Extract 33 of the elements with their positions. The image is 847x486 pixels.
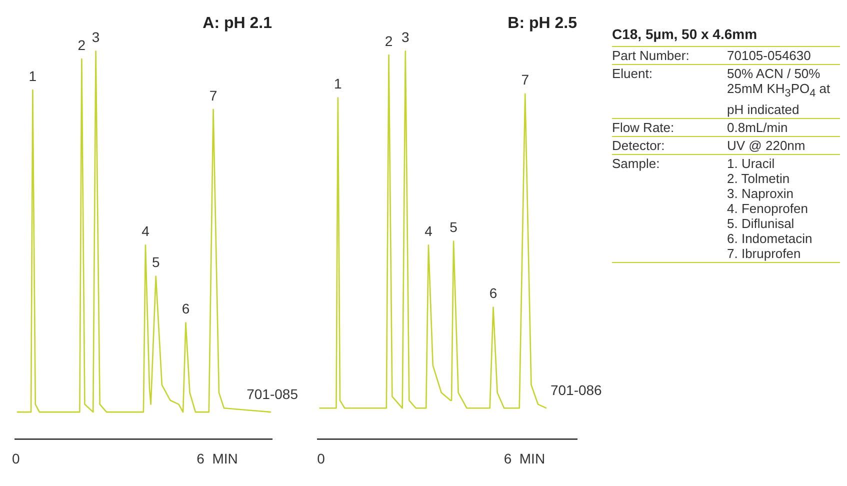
chart-title: A: pH 2.1 (202, 15, 272, 32)
annotation: 2 (384, 32, 393, 49)
x-tick-label: 0 (12, 450, 20, 466)
annotation: 4 (424, 223, 433, 240)
text: 1. Uracil 2. Tolmetin 3. Naproxin 4. Fenoprofen 5. Diflunisal 6. Indometacin 7. Ibruprofen (727, 156, 814, 261)
text: 70105-054630 (727, 48, 812, 63)
text: Detector: (612, 138, 666, 153)
x-tick-label: 6 MIN (504, 450, 546, 466)
text: Eluent: (612, 66, 654, 83)
text: 50% ACN / 50% 25mM KH$_{3}$PO$_{4}$ at pH indicated (727, 66, 830, 117)
text: C18, 5µm, 50 x 4.6mm (612, 26, 758, 42)
annotation: 6 (182, 300, 190, 317)
annotation: 4 (142, 223, 150, 240)
annotation: 7 (521, 72, 530, 88)
annotation: 5 (152, 254, 160, 270)
annotation: 7 (209, 87, 218, 104)
annotation: 1 (334, 76, 342, 92)
x-tick-label: 6 MIN (196, 450, 238, 466)
annotation: 2 (78, 36, 86, 53)
text: UV @ 220nm (727, 138, 806, 153)
annotation: 3 (402, 29, 410, 46)
annotation: 701-085 (246, 386, 298, 402)
annotation: 3 (92, 29, 100, 46)
text: Part Number: (612, 48, 690, 63)
text: Flow Rate: (612, 120, 676, 135)
x-tick-label: 0 (317, 450, 326, 466)
annotation: 6 (489, 285, 498, 302)
annotation: 5 (450, 219, 458, 236)
annotation: 1 (28, 68, 37, 84)
annotation: 701-086 (550, 382, 602, 398)
text: Sample: (612, 156, 661, 173)
chart-title: B: pH 2.5 (508, 15, 578, 32)
text: 0.8mL/min (727, 120, 789, 135)
